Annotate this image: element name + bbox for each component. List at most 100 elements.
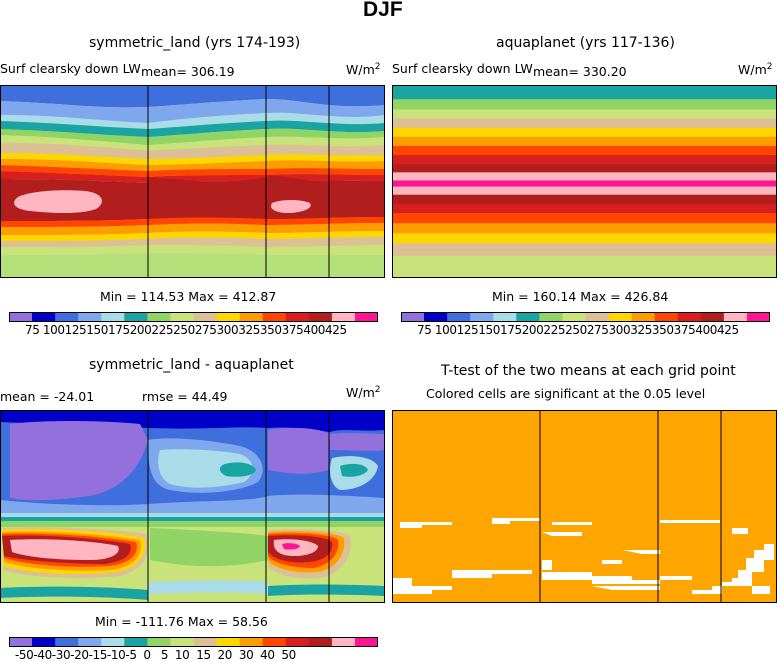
sh-teal-strip-2 — [268, 584, 385, 596]
colorbar-labels: 75 1001251501752002252502753003253503754… — [25, 323, 347, 337]
variable-label: Surf clearsky down LW — [0, 61, 141, 76]
zonal-band — [392, 164, 777, 173]
colorbar-swatch — [124, 637, 148, 647]
zonal-band — [392, 255, 777, 278]
panel-title-aquaplanet: aquaplanet (yrs 117-136) — [496, 35, 675, 51]
eq-green — [0, 521, 385, 527]
map-difference — [0, 410, 385, 603]
band-lime-s — [0, 245, 385, 255]
band-red — [0, 165, 385, 177]
panel-title-symmetric-land: symmetric_land (yrs 174-193) — [89, 35, 301, 51]
nonsig-7 — [452, 570, 532, 578]
colorbar-swatch — [216, 637, 241, 647]
colorbar-swatch — [170, 312, 194, 322]
colorbar-swatch — [493, 312, 517, 322]
zonal-band — [392, 85, 777, 100]
colorbar-swatch — [723, 312, 748, 322]
colorbar-swatch — [193, 312, 218, 322]
colorbar-border — [9, 312, 378, 322]
zonal-band — [392, 203, 777, 214]
mean-label: mean= 306.19 — [141, 64, 235, 79]
map-ttest — [392, 410, 777, 603]
colorbar-swatch — [562, 312, 586, 322]
sh-cyan-strip — [148, 580, 268, 594]
nonsig-3 — [552, 522, 592, 525]
colorbar-swatch — [32, 637, 56, 647]
colorbar-swatch — [746, 312, 770, 322]
zonal-band — [392, 194, 777, 205]
nonsig-6 — [392, 586, 452, 594]
colorbar-swatch — [170, 637, 194, 647]
colorbar-swatch — [239, 312, 264, 322]
nh-purple-2 — [268, 427, 330, 474]
colorbar-swatch — [32, 312, 56, 322]
nh-purple-1 — [10, 421, 148, 501]
minmax-label: Min = -111.76 Max = 58.56 — [95, 614, 268, 629]
map-symmetric-land — [0, 85, 385, 278]
pink-max-1 — [14, 190, 102, 213]
nh-teal-2 — [340, 463, 368, 477]
nonsig-18 — [732, 528, 748, 534]
colorbar-swatch — [331, 637, 356, 647]
colorbar-swatch — [147, 637, 171, 647]
colorbar-swatch — [78, 312, 102, 322]
colorbar-swatch — [262, 637, 287, 647]
minmax-label: Min = 160.14 Max = 426.84 — [492, 289, 669, 304]
colorbar-swatch — [331, 312, 356, 322]
pink-max-2 — [270, 200, 311, 213]
zonal-band — [392, 243, 777, 257]
band-green — [0, 128, 385, 145]
nh-navy — [0, 410, 385, 432]
units-label: W/m2 — [738, 62, 772, 77]
units-sup: 2 — [766, 62, 773, 72]
nh-lightblue-band — [0, 494, 385, 514]
nh-cyan-2 — [158, 449, 253, 488]
zonal-band — [392, 99, 777, 110]
units-text: W/m — [346, 385, 375, 401]
band-lightblue — [0, 99, 385, 123]
colorbar-swatch — [470, 312, 494, 322]
colorbar-labels: 75 1001251501752002252502753003253503754… — [417, 323, 739, 337]
colorbar-swatch — [516, 312, 540, 322]
colorbar-labels: -50-40-30-20-15-10-5 0 5 10 15 20 30 40 … — [15, 648, 296, 662]
band-tan — [0, 143, 385, 159]
nonsig-9 — [592, 586, 660, 590]
colorbar-swatch — [55, 637, 79, 647]
nonsig-2 — [492, 518, 540, 524]
colorbar-field-right — [401, 312, 770, 322]
band-tan-s — [0, 237, 385, 247]
figure-title: DJF — [363, 0, 403, 21]
zonal-band — [392, 212, 777, 224]
band-yellow-s — [0, 231, 385, 241]
sh-green-blob — [150, 528, 268, 567]
rmse-label: rmse = 44.49 — [142, 389, 228, 404]
colorbar-swatch — [239, 637, 264, 647]
nonsig-12 — [542, 532, 582, 536]
band-teal — [0, 120, 385, 137]
nonsig-10 — [660, 576, 692, 580]
sh-teal-strip — [0, 586, 148, 600]
nonsig-17 — [752, 586, 770, 594]
colorbar-swatch — [9, 637, 33, 647]
map-aquaplanet — [392, 85, 777, 278]
nonsig-4 — [660, 520, 720, 523]
nonsig-16 — [722, 544, 774, 586]
colorbar-swatch — [585, 312, 610, 322]
variable-label: Surf clearsky down LW — [392, 61, 533, 76]
colorbar-swatch — [262, 312, 287, 322]
colorbar-swatch — [216, 312, 241, 322]
ttest-subtitle: Colored cells are significant at the 0.0… — [426, 386, 706, 401]
warm-pink-1 — [10, 539, 119, 560]
colorbar-swatch — [55, 312, 79, 322]
colorbar-swatch — [285, 637, 310, 647]
nonsig-13 — [542, 560, 552, 570]
colorbar-swatch — [9, 312, 33, 322]
zonal-band — [392, 186, 777, 196]
colorbar-field-left — [9, 312, 378, 322]
units-text: W/m — [346, 62, 375, 78]
panel-title-difference: symmetric_land - aquaplanet — [89, 357, 294, 373]
nonsig-8 — [542, 572, 660, 584]
nonsig-14 — [602, 560, 622, 564]
colorbar-swatch — [193, 637, 218, 647]
zonal-band — [392, 172, 777, 182]
